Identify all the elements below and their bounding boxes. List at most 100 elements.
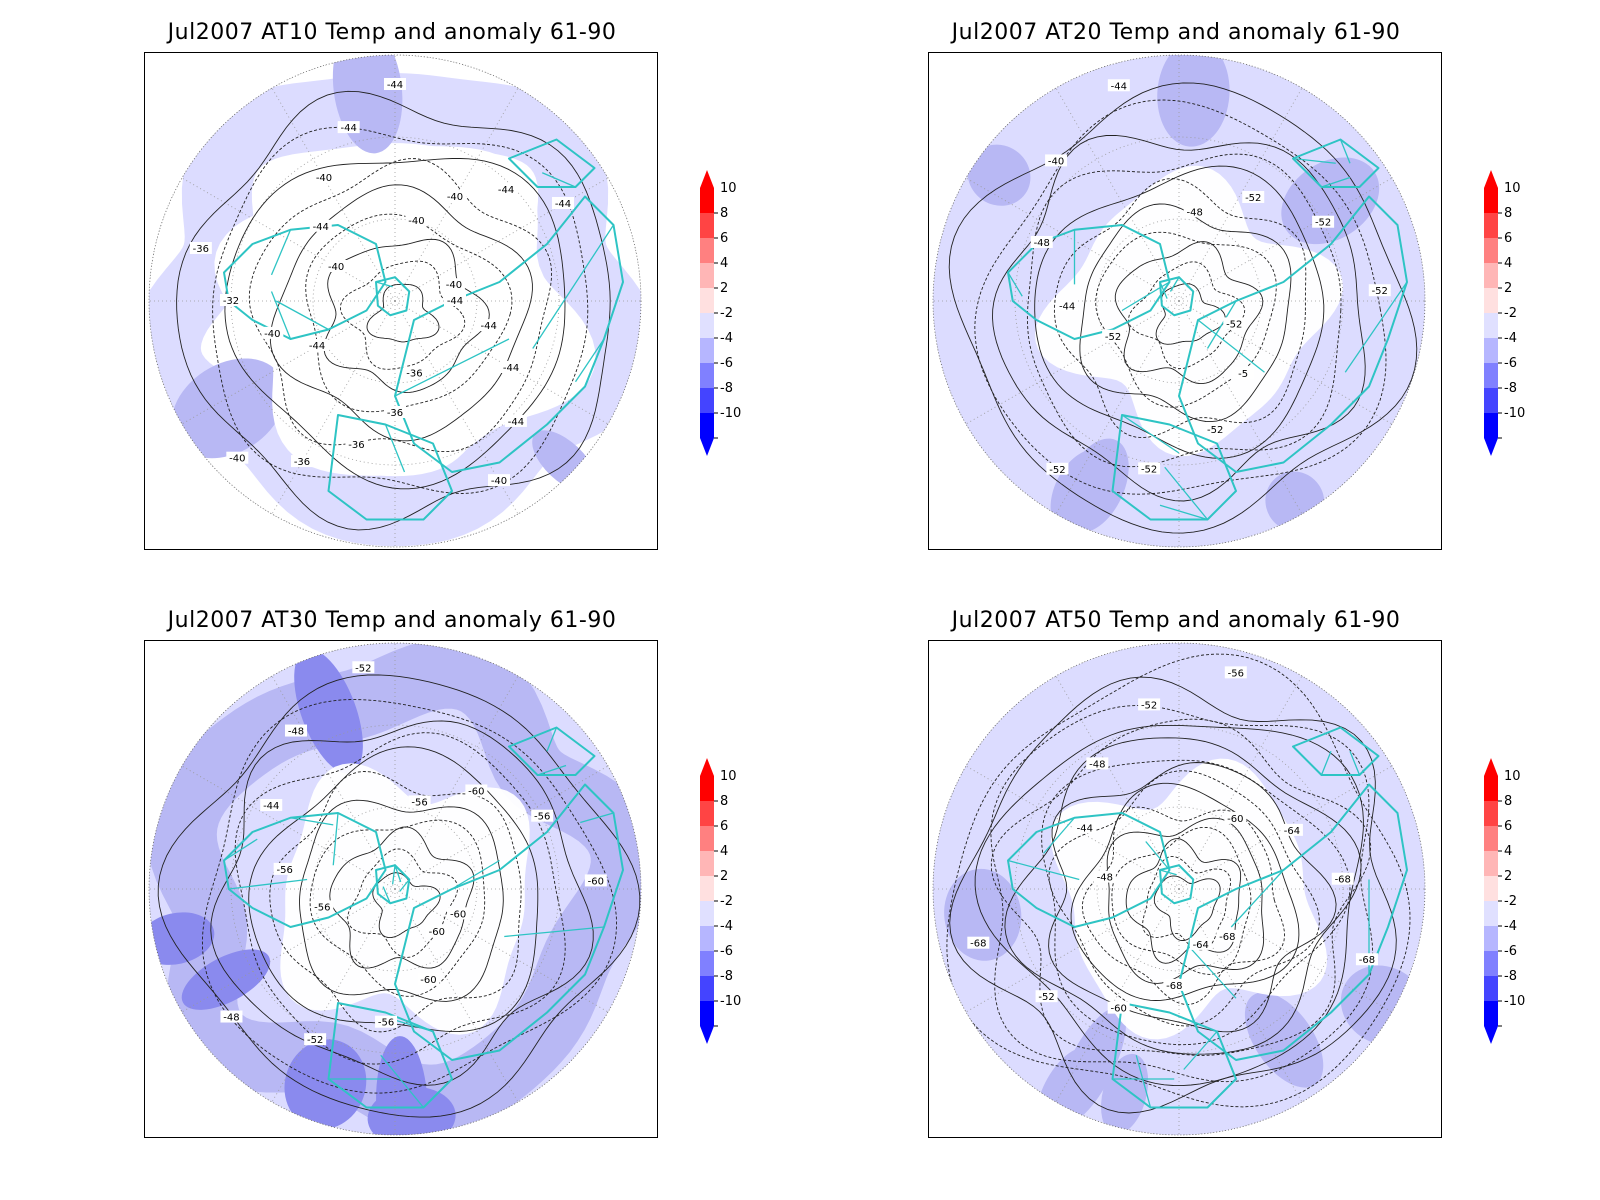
country-border [546,727,558,752]
contour-label: -56 [314,902,330,913]
colorbar-swatch [700,238,714,263]
country-border [522,831,548,852]
meridian-line [181,300,396,425]
contour-label: -56 [276,865,292,876]
isotherm-contour [1079,203,1292,423]
anomaly-patch [181,949,271,1010]
contour-label-bg [226,451,249,464]
contour-label: -52 [1141,700,1157,711]
meridian-line [1178,888,1303,1103]
country-border [580,812,614,824]
colorbar-max-arrow [700,758,714,776]
country-border [1007,859,1080,881]
latitude-circle [312,218,478,384]
contour-label-bg [1368,284,1391,297]
colorbar-swatch [1484,951,1498,976]
country-border [1007,272,1023,297]
contour-label: -52 [1105,332,1121,343]
anomaly-band [149,643,641,1135]
country-border [1359,765,1370,776]
country-border [270,291,292,340]
colorbar-tick-label: 10 [720,181,737,196]
country-border [504,926,605,938]
contour-label: -44 [1077,823,1093,834]
country-border [1145,841,1170,871]
colorbar-swatch [700,263,714,288]
colorbar-tick-label: 2 [720,869,728,884]
contour-label-bg [306,339,329,351]
contour-label-bg [442,278,465,291]
meridian-line [1055,888,1180,1103]
meridian-line [271,675,396,890]
country-border [574,338,605,383]
colorbar-swatch [700,851,714,876]
contour-label: -44 [498,185,514,196]
contour-label-bg [309,219,332,232]
polar-map-svg: -44 -44 -44 -44 -40 -36 -36 -36 -36 -40 -44 -40 -32 -… [148,54,642,548]
contour-label: -44 [555,199,571,210]
colorbar-swatch [700,801,714,826]
isotherm-contour [157,674,641,1118]
contour-label: -44 [1059,301,1075,312]
isotherm-contour [224,158,566,490]
contour-label-bg [313,171,335,184]
colorbar-svg: 10 8 6 4 2 -2 -4 -6 -8 -10 [1484,170,1525,456]
contour-label: -48 [1187,207,1203,218]
contour-label: -52 [307,1035,323,1046]
coastline [1178,783,1408,1061]
isotherm-contour [1004,737,1362,1055]
colorbar-swatch [700,1001,714,1026]
polar-map-svg: -60 -60 -56 -52 -48 -56 -56 -44 -48 -52 -56 -60 -56 -… [148,642,642,1136]
anomaly-patch [944,868,1022,961]
contour-label-bg [1093,870,1116,883]
contour-label: -40 [1048,156,1064,167]
contour-label: -52 [1207,425,1223,436]
colorbar-min-arrow [700,1026,714,1044]
colorbar-swatch [700,288,714,313]
contour-label-bg [1183,205,1206,218]
country-border [532,224,615,349]
isotherm-contour [366,283,440,343]
country-border [382,886,391,904]
contour-label-bg [500,361,523,373]
colorbar-tick-label: 8 [720,206,728,221]
colorbar-swatch [700,188,714,213]
colorbar-svg: 10 8 6 4 2 -2 -4 -6 -8 -10 [700,170,741,456]
meridian-line [394,888,519,1103]
contour-label-bg [444,190,466,203]
contour-label-bg [1223,317,1246,330]
colorbar-swatch [1484,826,1498,851]
contour-label-bg [1224,811,1247,824]
contour-label-bg [304,1033,327,1046]
polar-map-svg: -52 -5 -52 -52 -52 -52 -44 -48 -40 -44 -48 -52 -52 -5… [932,54,1426,548]
anomaly-band [149,72,641,547]
anomaly-patch [1157,55,1230,147]
meridian-line [394,300,609,425]
country-border [1321,176,1351,188]
meridian-line [1178,675,1303,890]
colorbar-tick-label: 10 [1504,769,1521,784]
country-border [451,859,500,890]
isotherm-contour [1125,838,1242,964]
country-border [375,281,393,288]
meridian-line [1178,300,1303,515]
isotherm-contour [1041,759,1351,1046]
map-at50: -64 -68 -60 -52 -68 -48 -44 -48 -52 -56 -60 -64 -68 -… [928,640,1442,1138]
contour-label-bg [1280,823,1303,836]
contour-label: -60 [468,786,484,797]
coastline [508,726,596,776]
country-border [532,138,557,150]
country-border [1178,864,1187,873]
country-border [541,172,576,188]
colorbar-tick-label: 10 [720,769,737,784]
country-border [1349,751,1361,776]
polar-map-svg: -64 -68 -60 -52 -68 -48 -44 -48 -52 -56 -60 -64 -68 -… [932,642,1426,1136]
contour-label: -48 [288,727,304,738]
map-at10: -44 -44 -44 -44 -40 -36 -36 -36 -36 -40 -44 -40 -32 -… [144,52,658,550]
isotherm-contour [305,213,513,413]
contour-label-bg [1216,929,1239,942]
colorbar-tick-label: -6 [720,944,733,959]
contour-label-bg [1102,329,1125,342]
contour-label-bg [1073,821,1096,834]
colorbar-swatch [700,976,714,1001]
